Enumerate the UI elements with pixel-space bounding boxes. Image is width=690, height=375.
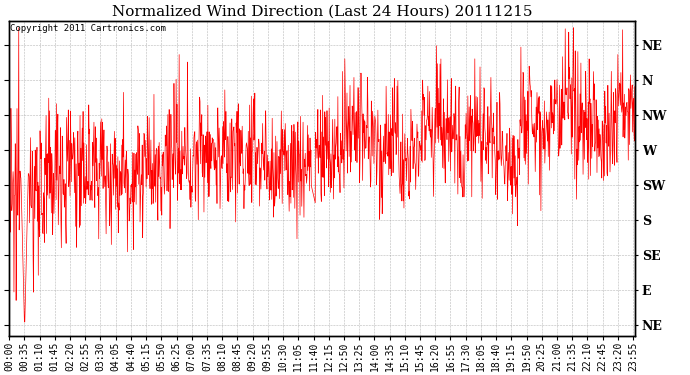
Title: Normalized Wind Direction (Last 24 Hours) 20111215: Normalized Wind Direction (Last 24 Hours… [112, 4, 532, 18]
Text: Copyright 2011 Cartronics.com: Copyright 2011 Cartronics.com [10, 24, 166, 33]
